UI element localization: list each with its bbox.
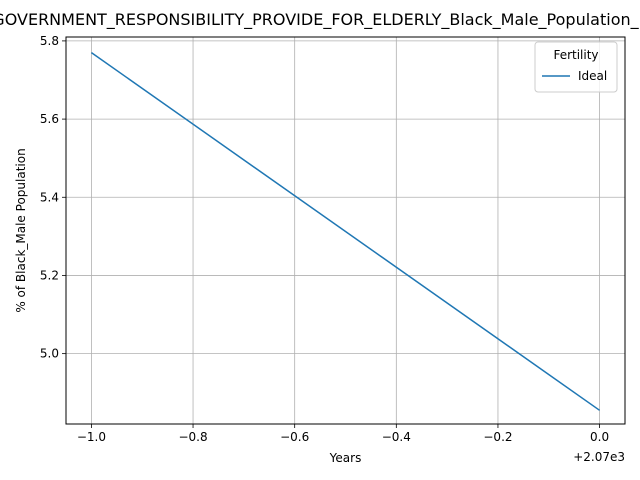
y-tick-label: 5.4 — [40, 190, 59, 204]
legend-box — [534, 41, 618, 93]
y-axis-ticks: 5.0 5.2 5.4 5.6 5.8 — [40, 34, 66, 361]
series-line-ideal — [90, 52, 601, 411]
y-tick-label: 5.6 — [40, 112, 59, 126]
x-axis-offset-label: +2.07e3 — [573, 450, 625, 464]
x-tick-label: −0.8 — [178, 430, 207, 444]
plot-frame — [65, 36, 626, 425]
legend: Fertility Ideal — [534, 41, 618, 93]
x-tick-label: 0.0 — [590, 430, 609, 444]
y-tick-label: 5.8 — [40, 34, 59, 48]
x-tick-label: −0.2 — [483, 430, 512, 444]
grid — [66, 37, 625, 424]
series-layer — [90, 52, 601, 411]
x-tick-label: −0.4 — [382, 430, 411, 444]
legend-label-ideal: Ideal — [578, 69, 607, 83]
x-axis-label: Years — [329, 451, 362, 465]
x-tick-label: −0.6 — [280, 430, 309, 444]
y-axis-label: % of Black_Male Population — [14, 148, 28, 312]
legend-title: Fertility — [553, 48, 598, 62]
y-tick-label: 5.2 — [40, 268, 59, 282]
chart-title: GOVERNMENT_RESPONSIBILITY_PROVIDE_FOR_EL… — [0, 10, 640, 30]
y-tick-label: 5.0 — [40, 347, 59, 361]
x-axis-ticks: −1.0 −0.8 −0.6 −0.4 −0.2 0.0 — [77, 424, 609, 444]
x-tick-label: −1.0 — [77, 430, 106, 444]
